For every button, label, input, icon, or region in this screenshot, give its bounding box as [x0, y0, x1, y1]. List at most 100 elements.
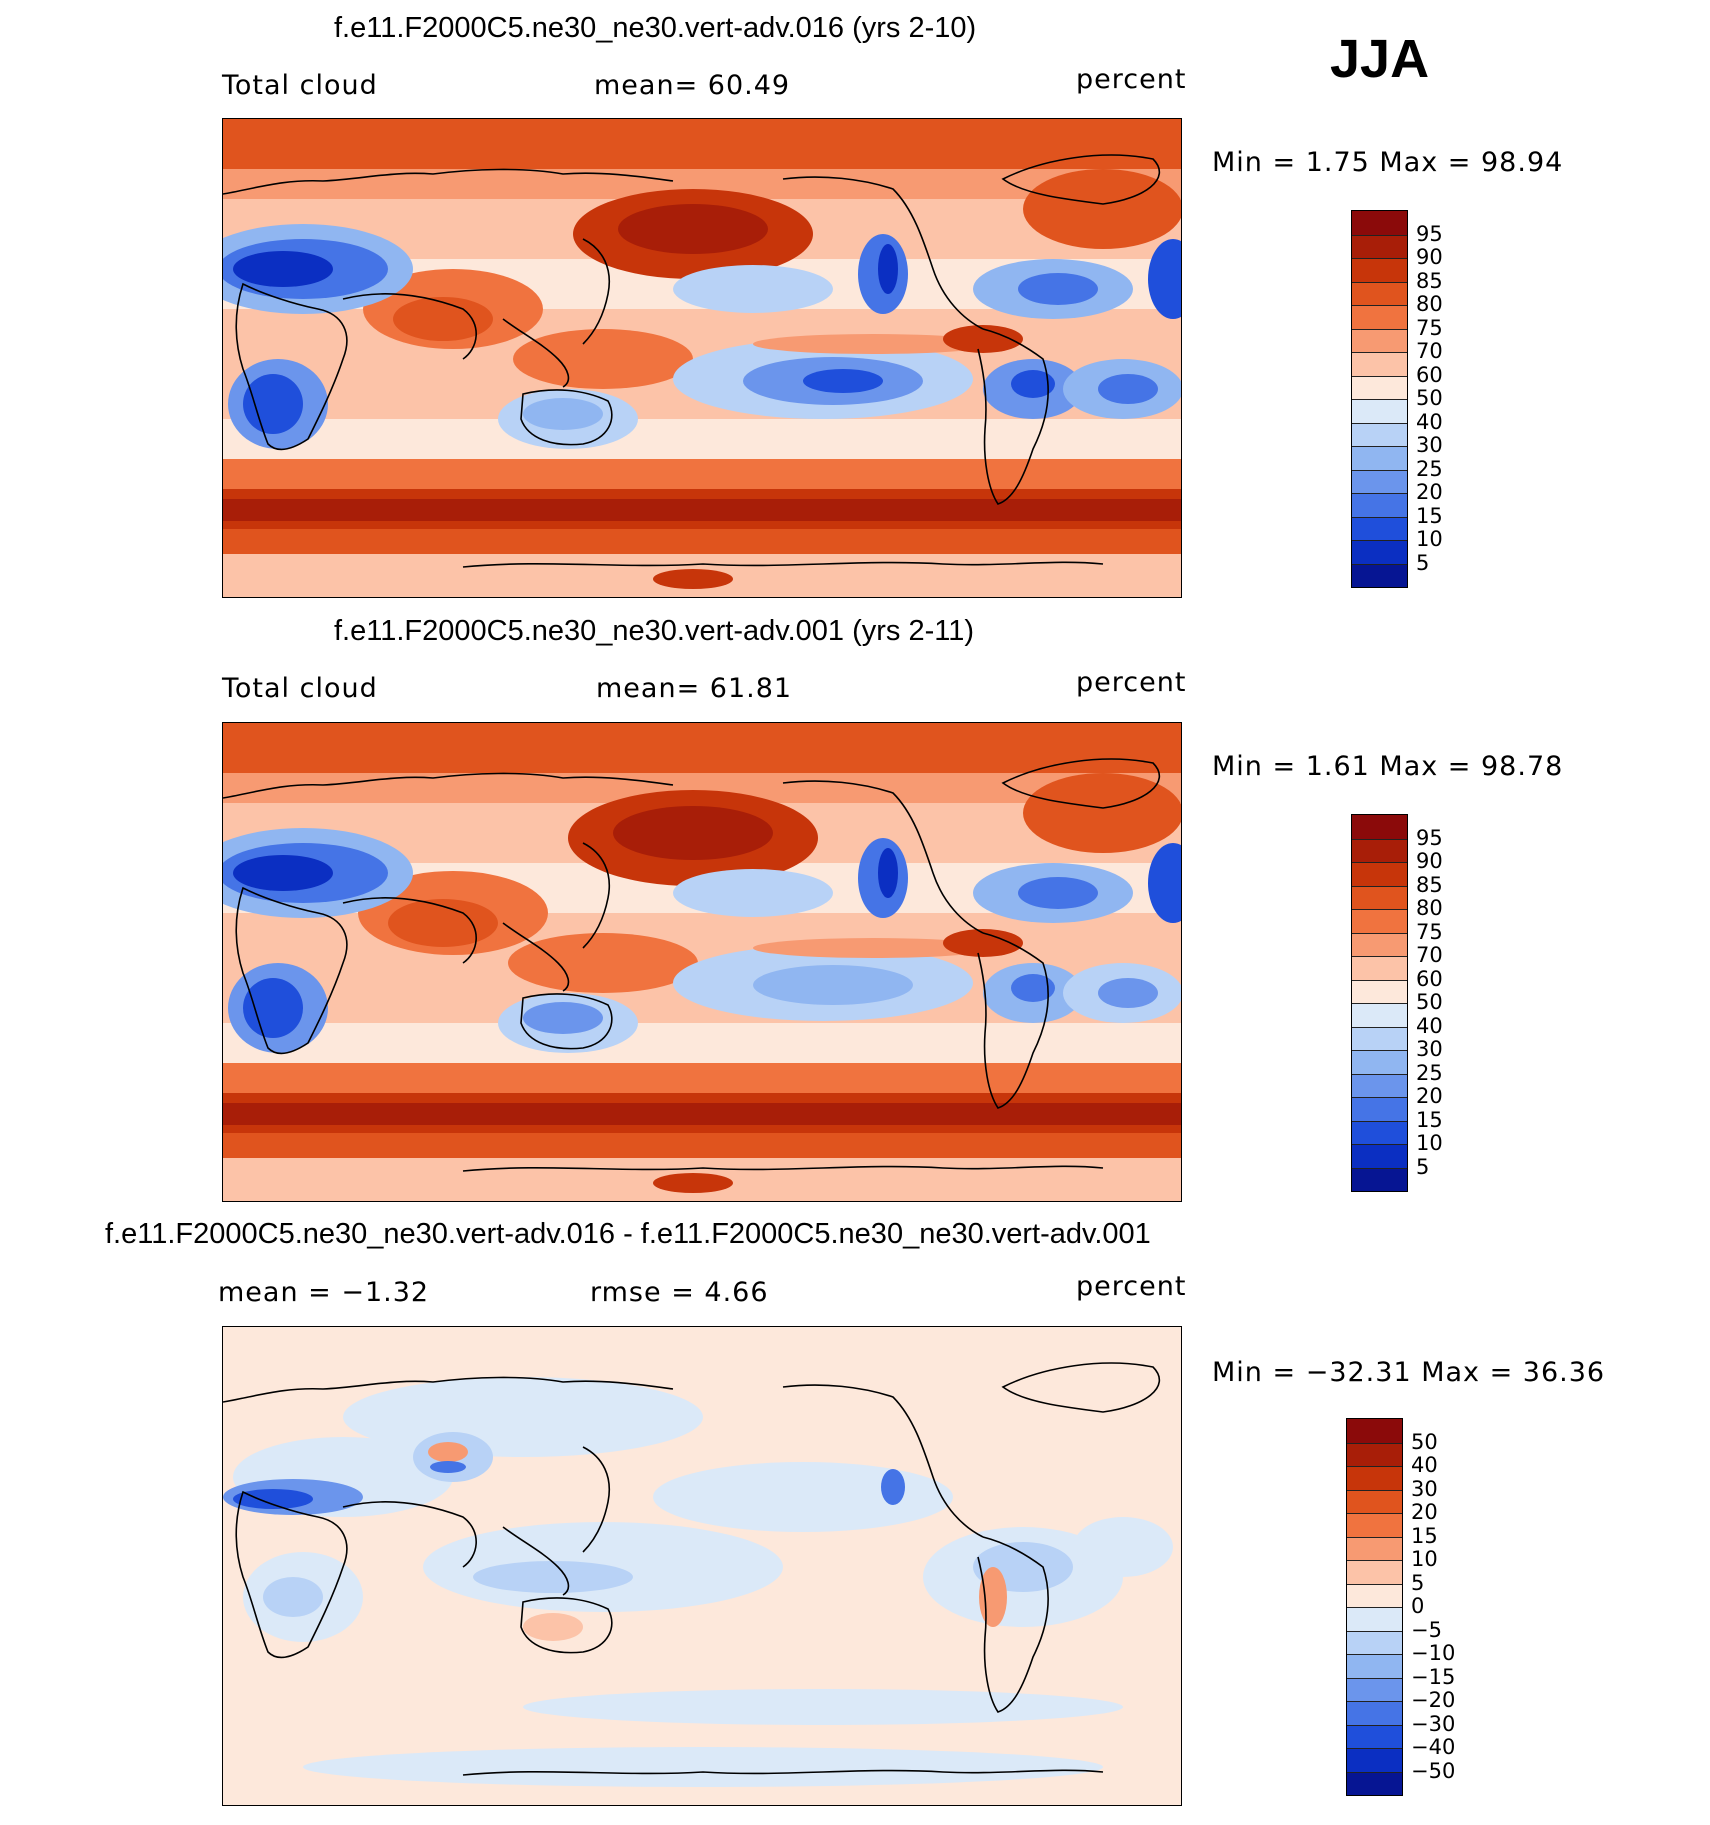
colorbar-label: 75 — [1416, 315, 1443, 340]
panel-2-contour-map — [223, 723, 1181, 1201]
colorbar-label: 0 — [1411, 1594, 1425, 1618]
panel-3-colorbar — [1346, 1418, 1403, 1796]
panel-1-mean: mean= 60.49 — [594, 70, 791, 101]
colorbar-swatch — [1352, 469, 1407, 493]
colorbar-swatch — [1347, 1442, 1402, 1466]
coastline-layer — [223, 154, 1160, 568]
colorbar-swatch — [1352, 885, 1407, 909]
colorbar-swatch — [1352, 493, 1407, 517]
colorbar-swatch — [1352, 211, 1407, 235]
panel-2-title: f.e11.F2000C5.ne30_ne30.vert-adv.001 (yr… — [334, 615, 974, 647]
colorbar-swatch — [1352, 305, 1407, 329]
colorbar-label: 5 — [1416, 1154, 1430, 1179]
panel-3-rmse: rmse = 4.66 — [590, 1277, 769, 1308]
colorbar-label: 95 — [1416, 825, 1443, 850]
colorbar-label: 90 — [1416, 245, 1443, 269]
colorbar-swatch — [1352, 1073, 1407, 1097]
colorbar-swatch — [1352, 563, 1407, 587]
coastline-layer — [223, 1362, 1160, 1776]
panel-3-units: percent — [1076, 1271, 1187, 1302]
colorbar-swatch — [1352, 328, 1407, 352]
panel-3-map — [222, 1326, 1182, 1806]
colorbar-label: −50 — [1411, 1758, 1456, 1783]
colorbar-label: 25 — [1416, 456, 1443, 481]
colorbar-swatch — [1352, 258, 1407, 282]
colorbar-swatch — [1347, 1748, 1402, 1772]
colorbar-swatch — [1352, 375, 1407, 399]
panel-3-mean: mean = −1.32 — [218, 1277, 430, 1308]
colorbar-label: −5 — [1411, 1617, 1442, 1642]
colorbar-swatch — [1347, 1677, 1402, 1701]
colorbar-swatch — [1352, 909, 1407, 933]
colorbar-swatch — [1352, 540, 1407, 564]
colorbar-label: 10 — [1411, 1547, 1438, 1571]
colorbar-swatch — [1347, 1489, 1402, 1513]
colorbar-label: 25 — [1416, 1060, 1443, 1085]
colorbar-label: 30 — [1411, 1476, 1438, 1501]
colorbar-swatch — [1352, 979, 1407, 1003]
panel-2-map — [222, 722, 1182, 1202]
colorbar-label: −15 — [1411, 1664, 1456, 1689]
colorbar-label: 5 — [1411, 1570, 1425, 1595]
colorbar-label: 95 — [1416, 221, 1443, 246]
colorbar-label: 20 — [1416, 480, 1443, 504]
colorbar-label: 80 — [1416, 896, 1443, 920]
colorbar-swatch — [1352, 1050, 1407, 1074]
colorbar-label: 70 — [1416, 943, 1443, 967]
colorbar-label: 85 — [1416, 872, 1443, 897]
colorbar-swatch — [1347, 1513, 1402, 1537]
colorbar-swatch — [1347, 1654, 1402, 1678]
colorbar-label: 60 — [1416, 362, 1443, 387]
colorbar-swatch — [1352, 1120, 1407, 1144]
colorbar-label: 50 — [1416, 990, 1443, 1014]
colorbar-swatch — [1347, 1771, 1402, 1795]
colorbar-swatch — [1352, 399, 1407, 423]
colorbar-swatch — [1347, 1607, 1402, 1631]
colorbar-label: 5 — [1416, 550, 1430, 575]
colorbar-label: −20 — [1411, 1688, 1456, 1712]
panel-2-variable: Total cloud — [222, 673, 378, 704]
colorbar-label: 70 — [1416, 339, 1443, 363]
panel-1-minmax: Min = 1.75 Max = 98.94 — [1212, 147, 1564, 178]
panel-1-contour-map — [223, 119, 1181, 597]
colorbar-label: 75 — [1416, 919, 1443, 944]
colorbar-swatch — [1352, 956, 1407, 980]
colorbar-swatch — [1347, 1419, 1402, 1443]
colorbar-label: 10 — [1416, 527, 1443, 551]
panel-2-minmax: Min = 1.61 Max = 98.78 — [1212, 751, 1564, 782]
colorbar-swatch — [1347, 1536, 1402, 1560]
colorbar-swatch — [1352, 516, 1407, 540]
panel-2-mean: mean= 61.81 — [596, 673, 793, 704]
colorbar-label: −40 — [1411, 1735, 1456, 1759]
colorbar-label: 15 — [1416, 503, 1443, 528]
panel-1-colorbar — [1351, 210, 1408, 588]
colorbar-swatch — [1352, 234, 1407, 258]
colorbar-label: 30 — [1416, 433, 1443, 457]
colorbar-label: 50 — [1411, 1429, 1438, 1454]
panel-1-variable: Total cloud — [222, 70, 378, 101]
colorbar-label: 30 — [1416, 1037, 1443, 1061]
colorbar-swatch — [1352, 838, 1407, 862]
colorbar-swatch — [1352, 815, 1407, 839]
panel-3-minmax: Min = −32.31 Max = 36.36 — [1212, 1357, 1606, 1388]
panel-2-colorbar — [1351, 814, 1408, 1192]
colorbar-swatch — [1352, 1097, 1407, 1121]
colorbar-swatch — [1347, 1466, 1402, 1490]
colorbar-label: 60 — [1416, 966, 1443, 991]
colorbar-label: 15 — [1416, 1107, 1443, 1132]
colorbar-label: 80 — [1416, 292, 1443, 316]
colorbar-label: 20 — [1416, 1084, 1443, 1108]
panel-1-map — [222, 118, 1182, 598]
colorbar-label: 85 — [1416, 268, 1443, 293]
colorbar-swatch — [1352, 422, 1407, 446]
colorbar-swatch — [1352, 446, 1407, 470]
colorbar-swatch — [1347, 1560, 1402, 1584]
colorbar-label: −30 — [1411, 1711, 1456, 1736]
colorbar-swatch — [1347, 1701, 1402, 1725]
colorbar-label: 20 — [1411, 1500, 1438, 1524]
colorbar-swatch — [1352, 1167, 1407, 1191]
colorbar-label: 40 — [1416, 409, 1443, 434]
colorbar-label: 40 — [1411, 1453, 1438, 1477]
colorbar-swatch — [1347, 1583, 1402, 1607]
panel-3-title: f.e11.F2000C5.ne30_ne30.vert-adv.016 - f… — [105, 1218, 1151, 1250]
